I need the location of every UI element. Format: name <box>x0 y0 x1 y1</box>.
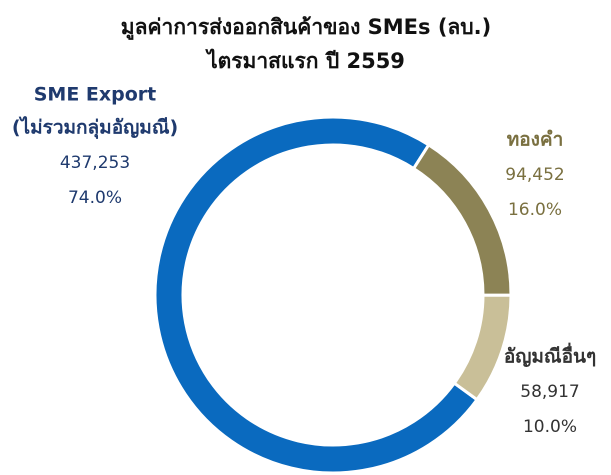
percentage-label: 74.0% <box>68 188 122 208</box>
donut-segment <box>153 115 480 475</box>
percentage-label: 10.0% <box>523 417 577 437</box>
segment-label: อัญมณีอื่นๆ <box>504 343 596 368</box>
value-label: 58,917 <box>520 382 579 402</box>
donut-segment <box>411 142 513 297</box>
segment-label: (ไม่รวมกลุ่มอัญมณี) <box>12 116 178 140</box>
value-label: 94,452 <box>505 165 564 185</box>
chart-subtitle: ไตรมาสแรก ปี 2559 <box>205 48 405 73</box>
value-label: 437,253 <box>60 153 130 173</box>
segment-label: ทองคำ <box>507 129 564 151</box>
segment-label: SME Export <box>34 84 157 106</box>
chart-title: มูลค่าการส่งออกสินค้าของ SMEs (ลบ.) <box>121 15 491 41</box>
donut-segment <box>452 293 513 402</box>
percentage-label: 16.0% <box>508 200 562 220</box>
